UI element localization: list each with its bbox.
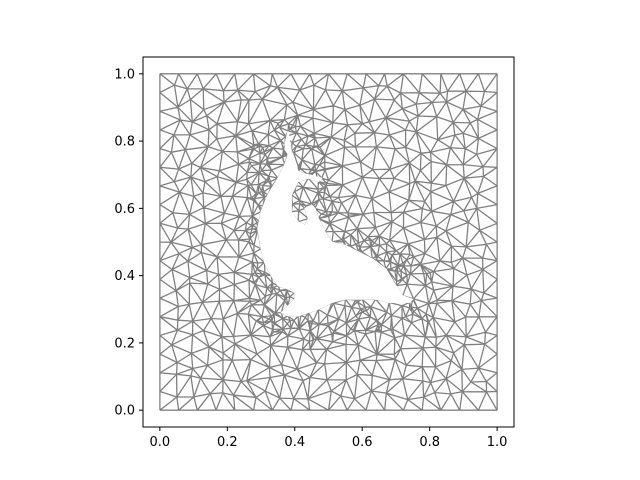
x-tick-label: 0.6	[352, 435, 373, 450]
dolphin-hole	[257, 130, 414, 317]
x-tick-label: 0.0	[150, 435, 171, 450]
y-tick-label: 0.4	[114, 269, 135, 284]
x-tick-label: 0.2	[217, 435, 238, 450]
y-axis: 0.0 0.2 0.4 0.6 0.8 1.0	[114, 67, 143, 419]
y-tick-label: 0.0	[114, 404, 135, 419]
y-tick-label: 0.8	[114, 135, 135, 150]
y-tick-label: 1.0	[114, 67, 135, 82]
x-tick-label: 1.0	[487, 435, 508, 450]
x-tick-label: 0.4	[284, 435, 305, 450]
x-axis: 0.0 0.2 0.4 0.6 0.8 1.0	[150, 427, 508, 450]
mesh-triangulation	[159, 73, 498, 411]
y-tick-label: 0.6	[114, 202, 135, 217]
y-tick-label: 0.2	[114, 336, 135, 351]
axes-frame	[142, 56, 515, 428]
x-tick-label: 0.8	[419, 435, 440, 450]
mesh-edges	[159, 73, 498, 411]
